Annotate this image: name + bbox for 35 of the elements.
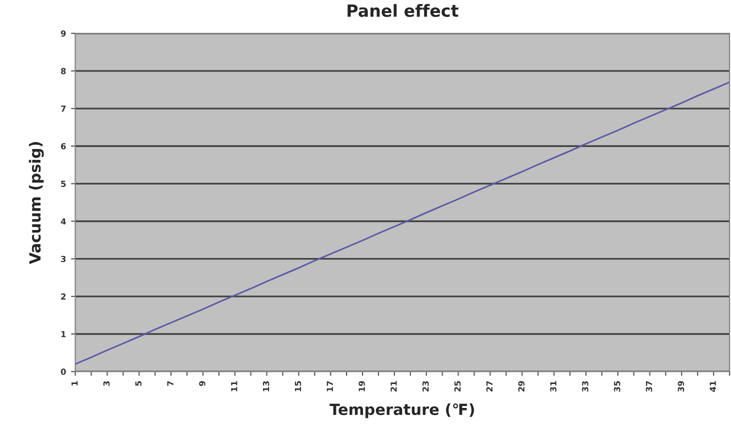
line-series	[75, 81, 730, 365]
x-tick-label: 19	[358, 381, 365, 392]
y-tick-label: 4	[60, 218, 66, 224]
y-tick-label: 8	[60, 68, 66, 74]
x-tick-label: 7	[167, 381, 174, 386]
x-tick-label: 23	[422, 381, 429, 392]
y-axis-title: Vacuum (psig)	[28, 142, 44, 264]
x-tick-label: 41	[710, 381, 716, 392]
x-tick-label: 9	[199, 381, 206, 386]
x-tick-label: 25	[454, 381, 461, 392]
x-axis-title: Temperature (℉)	[330, 403, 474, 418]
x-tick-label: 39	[678, 381, 684, 392]
x-tick-label: 35	[614, 381, 620, 392]
x-tick-label: 13	[262, 381, 270, 392]
y-tick-label: 0	[60, 368, 66, 375]
x-tick-label: 37	[646, 381, 652, 392]
x-tick-label: 33	[582, 381, 588, 392]
y-tick-label: 7	[61, 106, 66, 112]
y-tick-label: 3	[61, 256, 66, 262]
y-tick-label: 2	[61, 293, 66, 300]
x-tick-label: 31	[550, 381, 556, 392]
x-tick-label: 5	[135, 381, 142, 386]
x-tick-label: 1	[72, 381, 78, 386]
y-tick-label: 5	[61, 180, 66, 187]
x-tick-label: 15	[294, 381, 302, 392]
x-tick-label: 21	[390, 381, 397, 392]
x-tick-label: 11	[231, 381, 238, 392]
y-tick-label: 1	[61, 331, 66, 338]
y-tick-label: 9	[60, 30, 66, 37]
x-tick-label: 17	[326, 381, 333, 392]
x-tick-label: 27	[486, 381, 492, 392]
x-tick-label: 29	[518, 381, 525, 392]
chart-title: Panel effect	[348, 4, 458, 17]
x-tick-label: 3	[103, 381, 110, 386]
y-tick-label: 6	[60, 143, 66, 150]
